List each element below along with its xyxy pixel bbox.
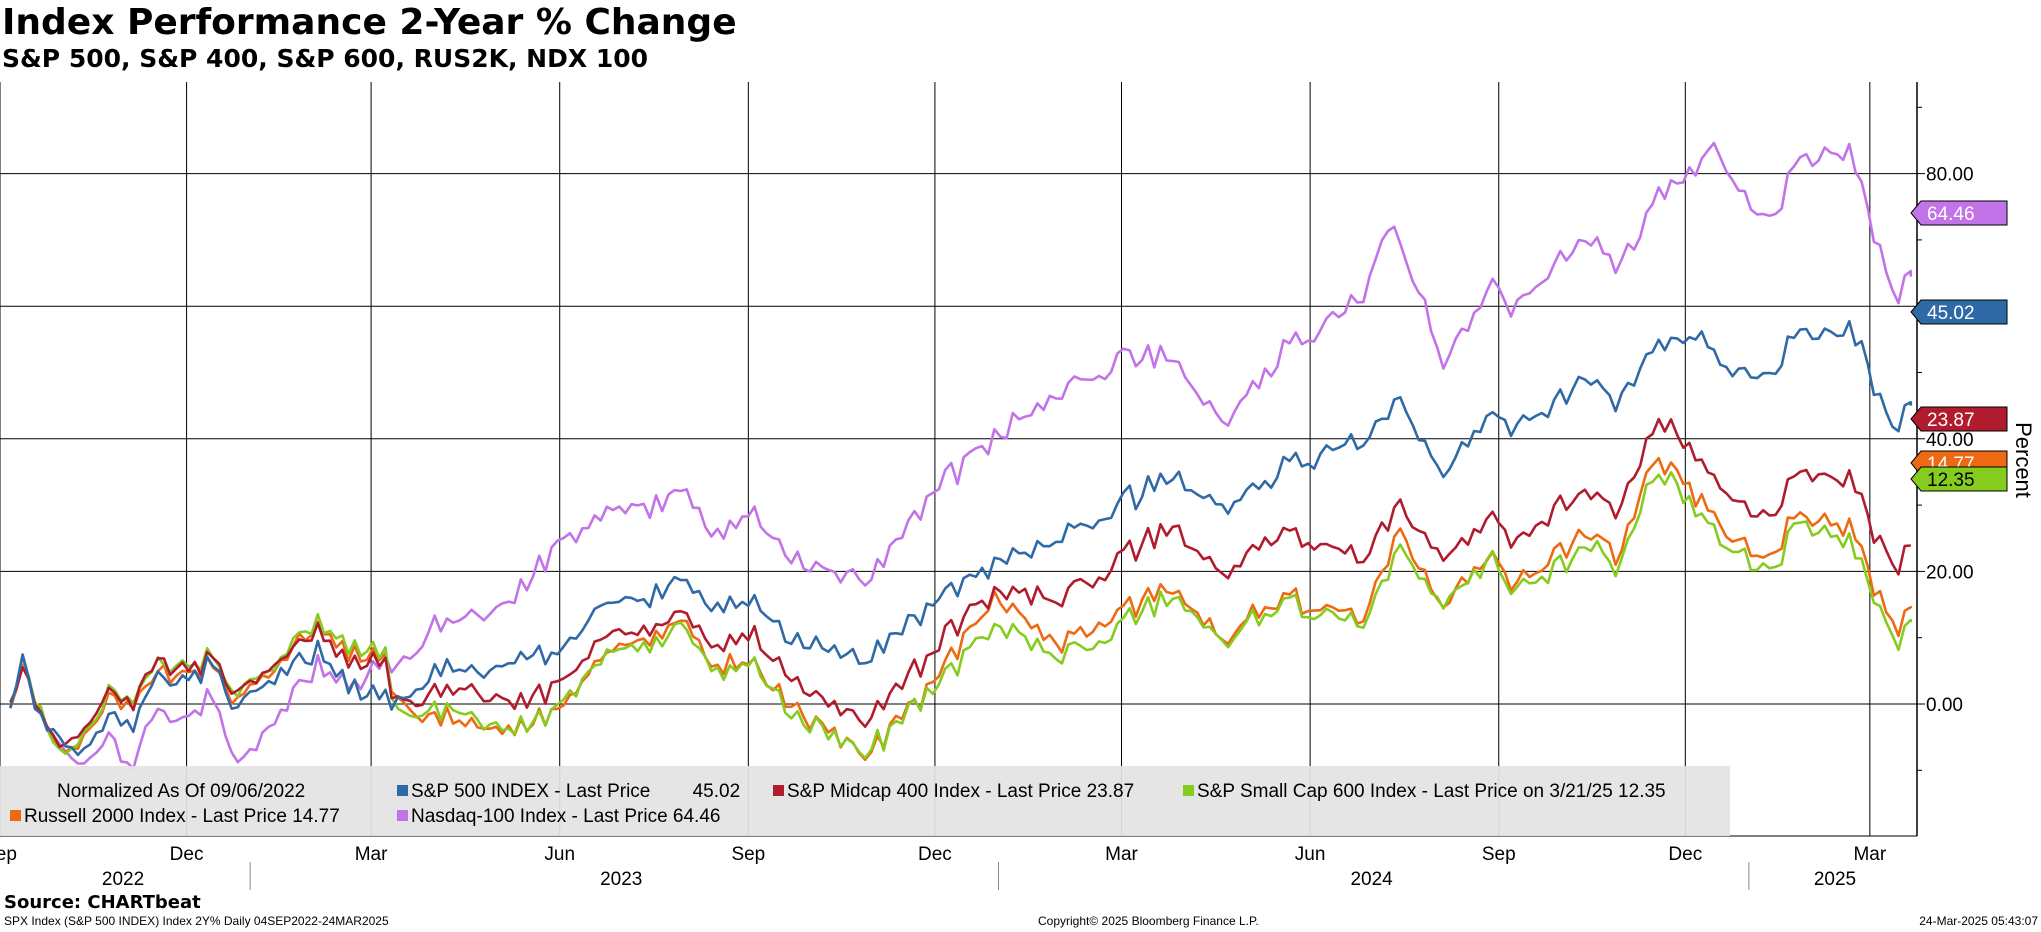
x-month-label: Mar xyxy=(355,844,388,865)
legend-label: S&P 500 INDEX - Last Price 45.02 xyxy=(411,781,740,802)
last-value-tag-2 xyxy=(1910,466,2008,492)
y-tick-label: 0.00 xyxy=(1926,695,1963,716)
footer-timestamp: 24-Mar-2025 05:43:07 xyxy=(1919,914,2038,928)
series-line-3 xyxy=(9,456,1913,761)
x-month-label: Dec xyxy=(170,844,204,865)
x-month-label: Jun xyxy=(1295,844,1326,865)
last-value-tag-4 xyxy=(1910,200,2008,226)
chart-subtitle: S&P 500, S&P 400, S&P 600, RUS2K, NDX 10… xyxy=(2,44,649,73)
legend-swatch xyxy=(397,810,408,821)
legend-swatch xyxy=(1183,785,1194,796)
x-year-label: 2024 xyxy=(1350,869,1393,890)
x-year-label: 2022 xyxy=(102,869,144,890)
series-line-0 xyxy=(9,319,1913,757)
chart-title: Index Performance 2-Year % Change xyxy=(2,2,737,43)
x-month-label: Sep xyxy=(731,844,765,865)
x-month-label: Sep xyxy=(1482,844,1516,865)
x-month-label: Jun xyxy=(544,844,575,865)
series-line-4 xyxy=(9,141,1913,770)
last-value-label: 45.02 xyxy=(1927,303,1975,324)
x-month-label: Sep xyxy=(0,844,17,865)
y-tick-label: 40.00 xyxy=(1926,430,1974,451)
last-value-label: 12.35 xyxy=(1927,470,1975,491)
legend-label: S&P Small Cap 600 Index - Last Price on … xyxy=(1197,781,1666,802)
footer-copyright: Copyright© 2025 Bloomberg Finance L.P. xyxy=(1038,914,1259,928)
last-value-tag-0 xyxy=(1910,299,2008,325)
source-note: Source: CHARTbeat xyxy=(4,892,201,913)
legend-note: Normalized As Of 09/06/2022 xyxy=(57,781,305,802)
footer-ticker-info: SPX Index (S&P 500 INDEX) Index 2Y% Dail… xyxy=(4,914,389,928)
series-line-2 xyxy=(9,471,1913,760)
legend-swatch xyxy=(397,785,408,796)
legend-swatch xyxy=(10,810,21,821)
last-value-tag-1 xyxy=(1910,406,2008,432)
x-month-label: Mar xyxy=(1853,844,1886,865)
last-value-label: 64.46 xyxy=(1927,204,1975,225)
last-value-label: 23.87 xyxy=(1927,410,1975,431)
y-axis-label: Percent xyxy=(2011,422,2036,498)
x-year-label: 2025 xyxy=(1814,869,1856,890)
x-month-label: Dec xyxy=(1668,844,1702,865)
series-line-1 xyxy=(9,417,1911,749)
x-year-label: 2023 xyxy=(600,869,642,890)
legend-label: Nasdaq-100 Index - Last Price 64.46 xyxy=(411,806,720,827)
legend-label: Russell 2000 Index - Last Price 14.77 xyxy=(24,806,340,827)
legend-label: S&P Midcap 400 Index - Last Price 23.87 xyxy=(787,781,1134,802)
y-tick-label: 80.00 xyxy=(1926,165,1974,186)
x-month-label: Dec xyxy=(918,844,952,865)
legend-swatch xyxy=(773,785,784,796)
y-tick-label: 20.00 xyxy=(1926,562,1974,583)
x-month-label: Mar xyxy=(1105,844,1138,865)
legend-box xyxy=(0,766,1730,836)
